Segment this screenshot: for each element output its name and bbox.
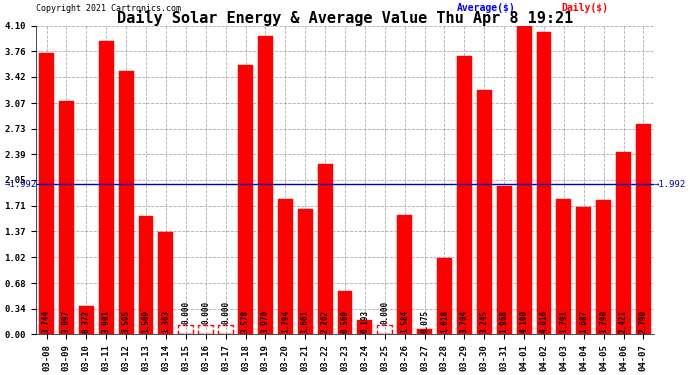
Bar [517,26,531,334]
Text: 4.016: 4.016 [540,310,549,333]
Bar [79,306,94,334]
Bar [337,291,353,334]
Text: 0.000: 0.000 [380,301,389,324]
Text: 1.790: 1.790 [599,310,608,333]
Bar [457,56,472,334]
Text: 3.744: 3.744 [42,310,51,333]
Text: →1.992: →1.992 [4,180,37,189]
Bar [119,70,134,334]
Text: 1.794: 1.794 [281,310,290,333]
Text: 2.262: 2.262 [321,310,330,333]
Bar [636,124,651,334]
Text: Daily($): Daily($) [562,3,609,13]
Bar [238,65,253,334]
Text: 1.661: 1.661 [301,310,310,333]
Text: 4.100: 4.100 [520,310,529,333]
Text: 0.000: 0.000 [201,301,210,324]
Bar [218,325,233,334]
Bar [298,209,313,334]
Text: 2.421: 2.421 [619,310,628,333]
Bar [576,207,591,334]
Text: 3.970: 3.970 [261,310,270,333]
Bar [258,36,273,334]
Text: 1.687: 1.687 [580,310,589,333]
Bar [198,325,213,334]
Bar [59,101,74,334]
Text: 0.569: 0.569 [340,310,350,333]
Bar [596,200,611,334]
Bar [616,152,631,334]
Bar [497,186,512,334]
Bar [397,215,412,334]
Text: 1.363: 1.363 [161,310,170,333]
Text: 3.704: 3.704 [460,310,469,333]
Bar [39,53,54,334]
Bar [477,90,492,334]
Text: 2.790: 2.790 [639,310,648,333]
Text: 3.578: 3.578 [241,310,250,333]
Text: 0.075: 0.075 [420,310,429,333]
Text: 1.968: 1.968 [500,310,509,333]
Text: 0.000: 0.000 [181,301,190,324]
Text: 1.584: 1.584 [400,310,409,333]
Text: 0.372: 0.372 [82,310,91,333]
Bar [317,164,333,334]
Text: 3.097: 3.097 [62,310,71,333]
Bar [556,200,571,334]
Bar [417,328,432,334]
Text: 1.791: 1.791 [560,310,569,333]
Title: Daily Solar Energy & Average Value Thu Apr 8 19:21: Daily Solar Energy & Average Value Thu A… [117,10,573,26]
Text: 1.569: 1.569 [141,310,150,333]
Text: Copyright 2021 Cartronics.com: Copyright 2021 Cartronics.com [36,4,181,13]
Bar [139,216,153,334]
Text: 3.245: 3.245 [480,310,489,333]
Bar [537,32,551,334]
Bar [278,199,293,334]
Text: Average($): Average($) [456,3,515,13]
Bar [437,258,452,334]
Text: 1.018: 1.018 [440,310,449,333]
Text: 0.000: 0.000 [221,301,230,324]
Bar [178,325,193,334]
Bar [357,320,373,334]
Bar [377,325,392,334]
Text: 3.901: 3.901 [101,310,110,333]
Text: 3.505: 3.505 [121,310,130,333]
Bar [159,232,173,334]
Text: →1.992: →1.992 [653,180,686,189]
Bar [99,41,114,334]
Text: 0.193: 0.193 [360,310,369,333]
